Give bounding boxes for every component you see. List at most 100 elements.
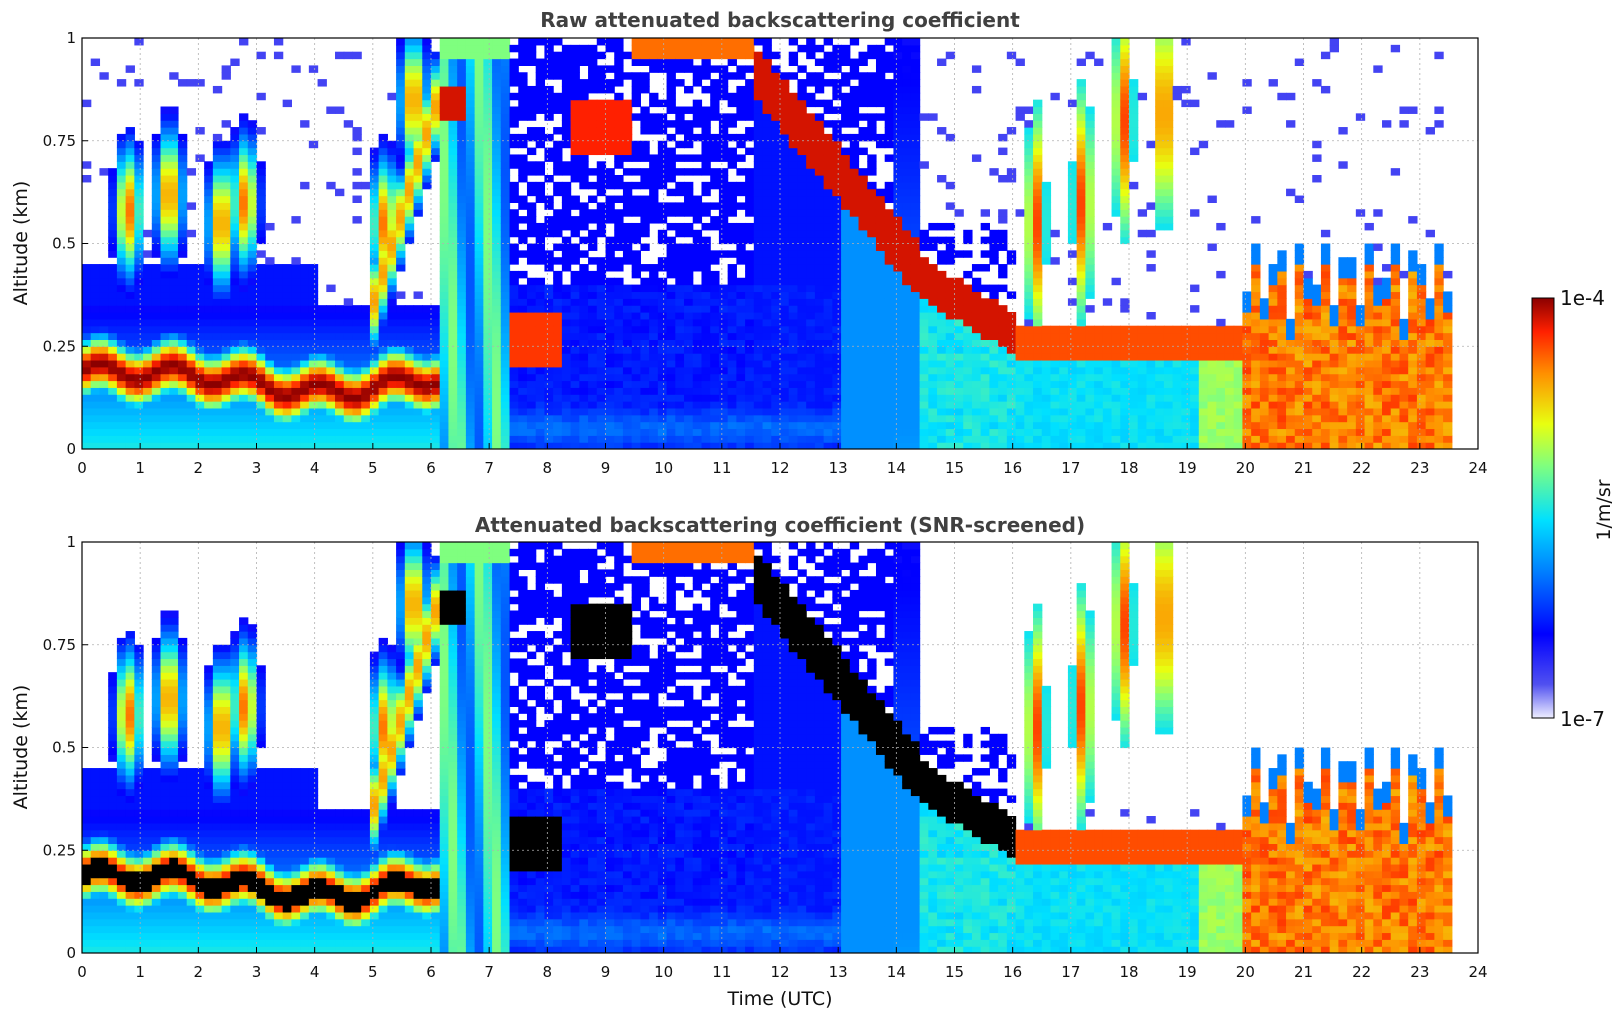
heatmap-cell	[509, 305, 519, 313]
heatmap-cell	[605, 339, 615, 347]
heatmap-cell	[492, 236, 502, 245]
heatmap-cell	[431, 387, 441, 395]
heatmap-cell	[465, 359, 476, 368]
heatmap-cell	[369, 291, 380, 299]
heatmap-cell	[579, 435, 589, 443]
heatmap-cell	[177, 147, 188, 156]
heatmap-cell	[867, 373, 877, 382]
heatmap-cell	[230, 181, 240, 190]
heatmap-cell	[116, 325, 127, 334]
heatmap-cell	[396, 387, 406, 395]
heatmap-cell	[300, 339, 310, 347]
heatmap-cell	[701, 161, 711, 169]
heatmap-cell	[596, 277, 607, 286]
heatmap-cell	[535, 325, 546, 334]
heatmap-cell	[588, 421, 598, 430]
heatmap-cell	[291, 298, 301, 306]
heatmap-cell	[396, 250, 406, 258]
heatmap-cell	[727, 44, 737, 53]
heatmap-cell	[649, 332, 659, 340]
heatmap-cell	[396, 353, 406, 361]
heatmap-cell	[614, 407, 624, 416]
heatmap-cell	[701, 325, 711, 334]
heatmap-cell	[378, 147, 388, 156]
heatmap-cell	[596, 202, 607, 210]
heatmap-cell	[666, 373, 676, 382]
heatmap-cell	[841, 291, 851, 299]
heatmap-cell	[413, 51, 423, 60]
heatmap-cell	[134, 305, 144, 313]
heatmap-cell	[718, 72, 729, 80]
heatmap-cell	[308, 394, 319, 402]
heatmap-cell	[640, 175, 650, 183]
heatmap-cell	[788, 127, 799, 135]
heatmap-cell	[509, 58, 519, 66]
heatmap-cell	[753, 175, 764, 183]
heatmap-cell	[780, 257, 790, 265]
heatmap-cell	[570, 58, 580, 66]
heatmap-cell	[814, 394, 825, 402]
heatmap-cell	[649, 366, 659, 375]
heatmap-cell	[369, 195, 380, 203]
heatmap-cell	[239, 229, 249, 238]
heatmap-cell	[404, 332, 415, 340]
heatmap-cell	[561, 257, 572, 265]
heatmap-cell	[954, 401, 964, 409]
heatmap-cell	[762, 346, 772, 354]
heatmap-cell	[212, 318, 223, 327]
heatmap-cell	[535, 284, 546, 293]
heatmap-cell	[204, 168, 214, 176]
heatmap-cell	[657, 414, 668, 423]
heatmap-cell	[553, 353, 563, 361]
heatmap-cell	[125, 65, 135, 73]
heatmap-cell	[396, 346, 406, 354]
heatmap-cell	[718, 168, 729, 176]
heatmap-cell	[806, 332, 816, 340]
heatmap-cell	[788, 387, 799, 395]
heatmap-cell	[369, 373, 380, 382]
heatmap-cell	[1015, 442, 1025, 449]
heatmap-cell	[910, 339, 921, 347]
heatmap-cell	[910, 428, 921, 436]
heatmap-cell	[134, 188, 144, 197]
heatmap-cell	[675, 113, 685, 121]
heatmap-cell	[492, 85, 502, 94]
heatmap-cell	[745, 99, 755, 108]
heatmap-cell	[989, 284, 999, 293]
heatmap-cell	[160, 113, 170, 121]
heatmap-cell	[500, 250, 511, 258]
heatmap-cell	[649, 270, 659, 279]
heatmap-cell	[317, 414, 327, 423]
heatmap-cell	[657, 120, 668, 128]
heatmap-cell	[439, 312, 450, 320]
heatmap-cell	[867, 51, 877, 60]
heatmap-cell	[614, 51, 624, 60]
heatmap-cell	[675, 387, 685, 395]
heatmap-cell	[832, 394, 842, 402]
heatmap-cell	[814, 154, 825, 162]
heatmap-cell	[919, 113, 929, 121]
heatmap-cell	[396, 99, 406, 108]
heatmap-cell	[867, 79, 877, 87]
heatmap-cell	[125, 284, 135, 293]
heatmap-cell	[474, 387, 484, 395]
heatmap-cell	[465, 181, 476, 190]
heatmap-cell	[806, 325, 816, 334]
heatmap-cell	[937, 305, 947, 313]
heatmap-cell	[404, 339, 415, 347]
heatmap-cell	[1024, 380, 1034, 388]
heatmap-cell	[928, 305, 938, 313]
heatmap-cell	[849, 133, 860, 142]
heatmap-cell	[535, 127, 546, 135]
heatmap-cell	[134, 250, 144, 258]
heatmap-cell	[177, 414, 188, 423]
heatmap-cell	[753, 120, 764, 128]
heatmap-cell	[771, 147, 781, 156]
heatmap-cell	[980, 284, 990, 293]
heatmap-cell	[474, 442, 484, 449]
heatmap-cell	[108, 325, 118, 334]
heatmap-cell	[631, 38, 641, 46]
heatmap-cell	[561, 188, 572, 197]
heatmap-cell	[125, 236, 135, 245]
heatmap-cell	[1033, 264, 1043, 272]
